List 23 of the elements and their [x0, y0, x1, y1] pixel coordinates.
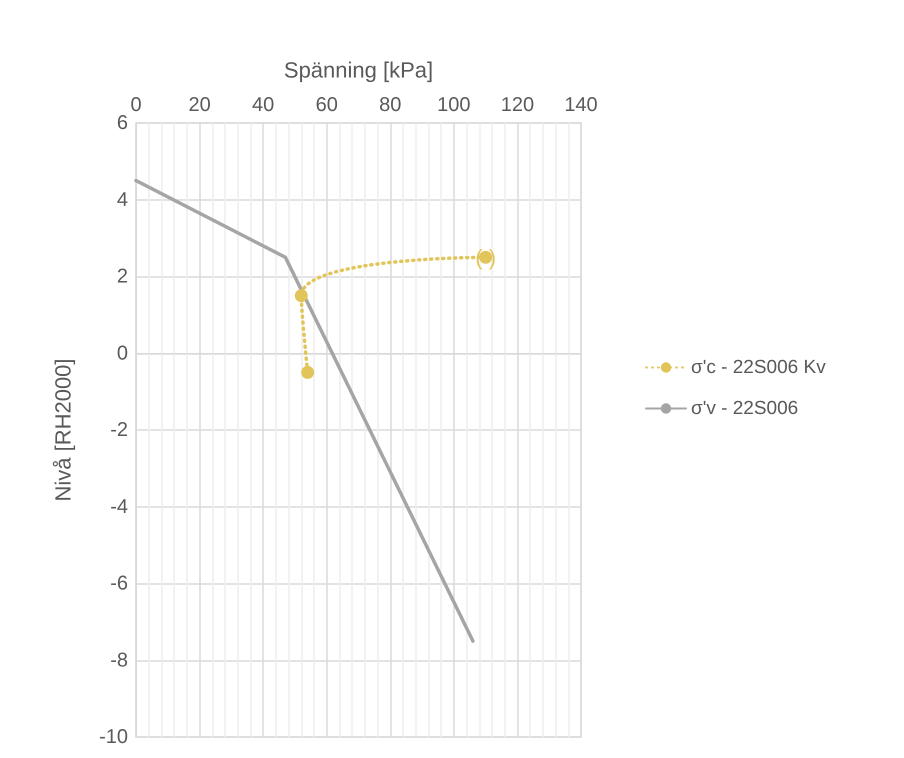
x-tick-label: 40 — [252, 94, 274, 116]
y-tick-label: 6 — [116, 112, 128, 134]
x-tick-label: 120 — [500, 94, 534, 116]
y-axis-title: Nivå [RH2000] — [50, 358, 76, 502]
y-tick-label: -8 — [110, 649, 128, 672]
legend-label: σ'c - 22S006 Kv — [691, 357, 826, 378]
x-tick-label: 140 — [564, 94, 598, 116]
y-tick-label: -10 — [99, 726, 128, 748]
x-tick-label: 20 — [188, 94, 211, 116]
y-tick-label: 2 — [116, 266, 128, 288]
y-tick-label: -6 — [110, 572, 128, 594]
y-tick-label: 0 — [116, 342, 128, 364]
y-tick-label: -2 — [110, 419, 128, 441]
x-tick-label: 100 — [437, 94, 471, 116]
point — [294, 289, 308, 302]
x-axis-title: Spänning [kPa] — [284, 58, 434, 82]
y-tick-label: 4 — [116, 188, 128, 211]
x-tick-label: 60 — [316, 94, 338, 116]
x-tick-label: 0 — [130, 94, 142, 116]
x-tick-label: 80 — [379, 94, 402, 116]
point — [301, 366, 314, 379]
legend-label: σ'v - 22S006 — [691, 398, 798, 419]
y-tick-label: -4 — [110, 496, 128, 518]
